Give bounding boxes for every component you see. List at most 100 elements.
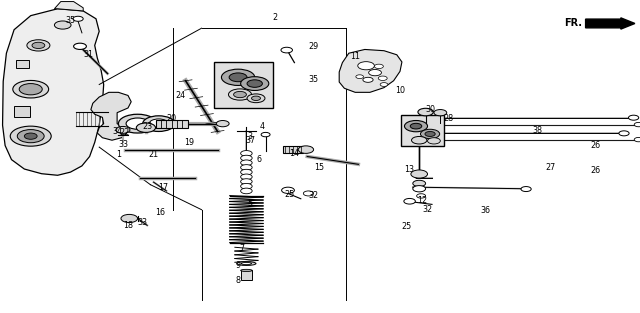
Circle shape xyxy=(228,89,252,100)
Text: 13: 13 xyxy=(404,165,415,173)
Circle shape xyxy=(404,121,428,132)
Circle shape xyxy=(216,121,229,127)
Text: 35: 35 xyxy=(65,16,76,25)
Circle shape xyxy=(378,76,387,80)
Text: 16: 16 xyxy=(155,208,165,217)
Circle shape xyxy=(634,122,640,127)
Circle shape xyxy=(126,118,149,129)
Circle shape xyxy=(298,146,314,153)
Polygon shape xyxy=(339,49,402,92)
Circle shape xyxy=(73,16,83,21)
Circle shape xyxy=(17,130,44,143)
Circle shape xyxy=(241,160,252,166)
Text: 26: 26 xyxy=(590,141,600,150)
Text: 9: 9 xyxy=(236,261,241,270)
Bar xyxy=(241,270,252,280)
Text: 30: 30 xyxy=(425,105,435,114)
Circle shape xyxy=(19,84,42,95)
Text: 21: 21 xyxy=(148,151,159,159)
Text: 32: 32 xyxy=(422,205,433,213)
Ellipse shape xyxy=(241,269,252,272)
Circle shape xyxy=(241,183,252,189)
Text: 31: 31 xyxy=(83,50,93,59)
Circle shape xyxy=(413,180,426,187)
Circle shape xyxy=(241,165,252,170)
Text: 1: 1 xyxy=(116,151,121,159)
Bar xyxy=(15,106,31,116)
Circle shape xyxy=(434,110,447,116)
Polygon shape xyxy=(91,92,131,140)
Polygon shape xyxy=(54,2,83,11)
Circle shape xyxy=(281,47,292,53)
Circle shape xyxy=(241,151,252,156)
Circle shape xyxy=(241,188,252,194)
Text: 29: 29 xyxy=(308,42,319,51)
Circle shape xyxy=(425,131,435,136)
Circle shape xyxy=(74,43,86,49)
Circle shape xyxy=(27,40,50,51)
Circle shape xyxy=(241,174,252,180)
Circle shape xyxy=(32,42,45,49)
Text: 23: 23 xyxy=(142,122,152,131)
Circle shape xyxy=(121,214,138,223)
Circle shape xyxy=(149,119,168,128)
Circle shape xyxy=(282,187,294,193)
Circle shape xyxy=(303,191,314,196)
Circle shape xyxy=(628,115,639,120)
Text: 18: 18 xyxy=(123,221,133,230)
Text: 20: 20 xyxy=(166,114,177,123)
Circle shape xyxy=(54,21,71,29)
Circle shape xyxy=(521,187,531,192)
Circle shape xyxy=(247,94,265,103)
Circle shape xyxy=(634,137,640,142)
Circle shape xyxy=(358,62,374,70)
Circle shape xyxy=(619,131,629,136)
Circle shape xyxy=(428,138,440,144)
Circle shape xyxy=(136,123,156,132)
Bar xyxy=(156,120,188,128)
Text: 34: 34 xyxy=(112,127,122,136)
Circle shape xyxy=(369,69,381,76)
Circle shape xyxy=(410,123,422,129)
Circle shape xyxy=(118,114,157,133)
Text: 27: 27 xyxy=(545,163,556,172)
Circle shape xyxy=(229,73,247,82)
Circle shape xyxy=(380,83,388,86)
Circle shape xyxy=(412,136,427,144)
Text: 38: 38 xyxy=(532,126,543,135)
Text: 17: 17 xyxy=(158,183,168,192)
Circle shape xyxy=(363,77,373,82)
Text: 12: 12 xyxy=(417,196,428,205)
Circle shape xyxy=(143,116,175,131)
Circle shape xyxy=(247,80,262,87)
Text: 14: 14 xyxy=(289,149,300,158)
Text: 3: 3 xyxy=(247,132,252,141)
Bar xyxy=(214,63,273,108)
Circle shape xyxy=(356,75,364,79)
Circle shape xyxy=(241,169,252,175)
Text: 36: 36 xyxy=(480,206,490,215)
Text: 26: 26 xyxy=(590,166,600,175)
Circle shape xyxy=(241,179,252,184)
Text: 8: 8 xyxy=(236,276,241,285)
Circle shape xyxy=(261,132,270,137)
Text: FR.: FR. xyxy=(564,18,582,28)
Ellipse shape xyxy=(241,262,252,264)
Text: 33: 33 xyxy=(118,140,129,149)
Polygon shape xyxy=(3,9,104,175)
Circle shape xyxy=(241,77,269,90)
Circle shape xyxy=(420,129,440,139)
Text: 22: 22 xyxy=(120,128,130,136)
Circle shape xyxy=(13,80,49,98)
Text: 35: 35 xyxy=(308,75,319,84)
Text: 32: 32 xyxy=(308,191,319,200)
Circle shape xyxy=(241,155,252,161)
Circle shape xyxy=(252,96,260,100)
Circle shape xyxy=(411,170,428,178)
Ellipse shape xyxy=(237,262,256,265)
Text: 7: 7 xyxy=(239,244,244,253)
Circle shape xyxy=(418,108,433,116)
Text: 19: 19 xyxy=(184,138,194,147)
Text: 28: 28 xyxy=(443,115,453,123)
Text: 4: 4 xyxy=(260,122,265,131)
